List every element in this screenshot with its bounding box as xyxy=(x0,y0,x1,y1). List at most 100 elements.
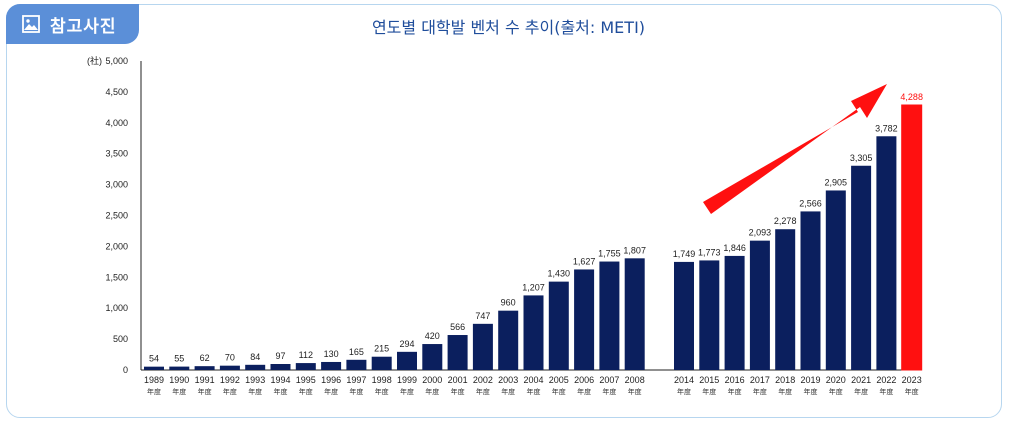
x-tick-suffix: 年度 xyxy=(349,387,363,396)
bar-1990 xyxy=(169,366,190,370)
badge-label: 참고사진 xyxy=(50,16,117,37)
y-tick-label: 500 xyxy=(113,334,128,344)
x-tick-label-2008: 2008 xyxy=(625,375,645,385)
x-tick-label-1997: 1997 xyxy=(346,375,366,385)
bar-1994 xyxy=(270,364,291,370)
x-tick-suffix: 年度 xyxy=(778,387,792,396)
x-tick-suffix: 年度 xyxy=(400,387,414,396)
value-label-2001: 566 xyxy=(450,322,465,332)
x-tick-suffix: 年度 xyxy=(552,387,566,396)
x-tick-suffix: 年度 xyxy=(854,387,868,396)
bar-2015 xyxy=(699,260,720,370)
bar-2006 xyxy=(574,269,595,370)
x-tick-label-1994: 1994 xyxy=(270,375,290,385)
x-tick-suffix: 年度 xyxy=(879,387,893,396)
bar-2018 xyxy=(775,229,796,370)
y-unit-label: (社) xyxy=(87,55,102,66)
x-tick-label-2001: 2001 xyxy=(448,375,468,385)
x-tick-suffix: 年度 xyxy=(501,387,515,396)
value-label-2021: 3,305 xyxy=(850,153,873,163)
bar-2016 xyxy=(724,255,745,370)
x-tick-label-2003: 2003 xyxy=(498,375,518,385)
x-tick-label-2020: 2020 xyxy=(826,375,846,385)
bar-2001 xyxy=(447,335,468,370)
y-tick-label: 3,500 xyxy=(105,149,128,159)
value-label-1997: 165 xyxy=(349,347,364,357)
value-label-1995: 112 xyxy=(299,350,313,360)
x-tick-label-1993: 1993 xyxy=(245,375,265,385)
bar-2002 xyxy=(472,323,493,370)
x-tick-label-2021: 2021 xyxy=(851,375,871,385)
x-tick-suffix: 年度 xyxy=(425,387,439,396)
x-tick-suffix: 年度 xyxy=(198,387,212,396)
bar-2023 xyxy=(901,104,923,371)
y-tick-label: 3,000 xyxy=(105,180,128,190)
value-label-1999: 294 xyxy=(399,339,414,349)
value-label-2006: 1,627 xyxy=(573,256,596,266)
bar-2008 xyxy=(624,258,645,370)
x-tick-suffix: 年度 xyxy=(274,387,288,396)
value-label-1998: 215 xyxy=(374,344,389,354)
bar-1991 xyxy=(194,366,215,370)
x-tick-label-1991: 1991 xyxy=(195,375,215,385)
x-tick-label-2018: 2018 xyxy=(775,375,795,385)
bar-1995 xyxy=(295,363,316,370)
x-tick-label-2023: 2023 xyxy=(902,375,922,385)
x-tick-suffix: 年度 xyxy=(829,387,843,396)
chart-title: 연도별 대학발 벤처 수 추이(출처: METI) xyxy=(371,18,646,37)
x-tick-suffix: 年度 xyxy=(299,387,313,396)
value-label-1993: 84 xyxy=(250,352,260,362)
trend-arrow xyxy=(703,84,887,214)
value-label-1994: 97 xyxy=(275,351,285,361)
bar-2007 xyxy=(599,261,620,370)
value-label-2007: 1,755 xyxy=(598,249,621,259)
y-tick-label: 4,500 xyxy=(105,87,128,97)
value-label-1991: 62 xyxy=(200,353,210,363)
bar-1998 xyxy=(371,356,392,370)
x-tick-label-2004: 2004 xyxy=(523,375,543,385)
x-tick-suffix: 年度 xyxy=(728,387,742,396)
y-tick-label: 5,000 xyxy=(105,56,128,66)
value-label-1992: 70 xyxy=(225,353,235,363)
bar-1999 xyxy=(397,351,417,370)
bar-1992 xyxy=(219,365,240,370)
x-tick-suffix: 年度 xyxy=(577,387,591,396)
x-tick-label-1989: 1989 xyxy=(144,375,164,385)
value-label-2020: 2,905 xyxy=(825,177,848,187)
x-tick-suffix: 年度 xyxy=(147,387,161,396)
x-tick-suffix: 年度 xyxy=(702,387,716,396)
x-tick-suffix: 年度 xyxy=(677,387,691,396)
bars: 54 1989 年度 55 1990 年度 62 1991 年度 70 1992 年度 84 1993 年度… xyxy=(144,92,923,396)
bar-2005 xyxy=(548,281,569,370)
bar-1989 xyxy=(144,366,164,370)
bar-2003 xyxy=(498,310,519,370)
value-label-2018: 2,278 xyxy=(774,216,797,226)
x-tick-suffix: 年度 xyxy=(248,387,262,396)
bar-2014 xyxy=(674,261,694,370)
x-tick-label-1999: 1999 xyxy=(397,375,417,385)
x-tick-suffix: 年度 xyxy=(527,387,541,396)
y-tick-label: 1,500 xyxy=(105,272,128,282)
x-tick-label-2014: 2014 xyxy=(674,375,694,385)
y-tick-label: 4,000 xyxy=(105,118,128,128)
y-tick-label: 2,500 xyxy=(105,211,128,221)
y-tick-label: 0 xyxy=(123,365,128,375)
value-label-2004: 1,207 xyxy=(522,282,545,292)
value-label-2008: 1,807 xyxy=(623,245,646,255)
bar-2019 xyxy=(800,211,821,370)
bar-2017 xyxy=(749,240,770,370)
value-label-1990: 55 xyxy=(174,354,184,364)
value-label-2017: 2,093 xyxy=(749,228,772,238)
value-label-1996: 130 xyxy=(324,349,339,359)
y-tick-label: 2,000 xyxy=(105,241,128,251)
value-label-2014: 1,749 xyxy=(673,249,696,259)
x-tick-label-1990: 1990 xyxy=(169,375,189,385)
bar-1996 xyxy=(321,361,342,370)
x-tick-label-2000: 2000 xyxy=(422,375,442,385)
x-tick-label-1995: 1995 xyxy=(296,375,316,385)
value-label-2019: 2,566 xyxy=(799,198,822,208)
reference-badge: 참고사진 xyxy=(6,4,139,44)
x-tick-suffix: 年度 xyxy=(324,387,338,396)
image-icon xyxy=(22,15,40,33)
x-tick-label-1998: 1998 xyxy=(372,375,392,385)
